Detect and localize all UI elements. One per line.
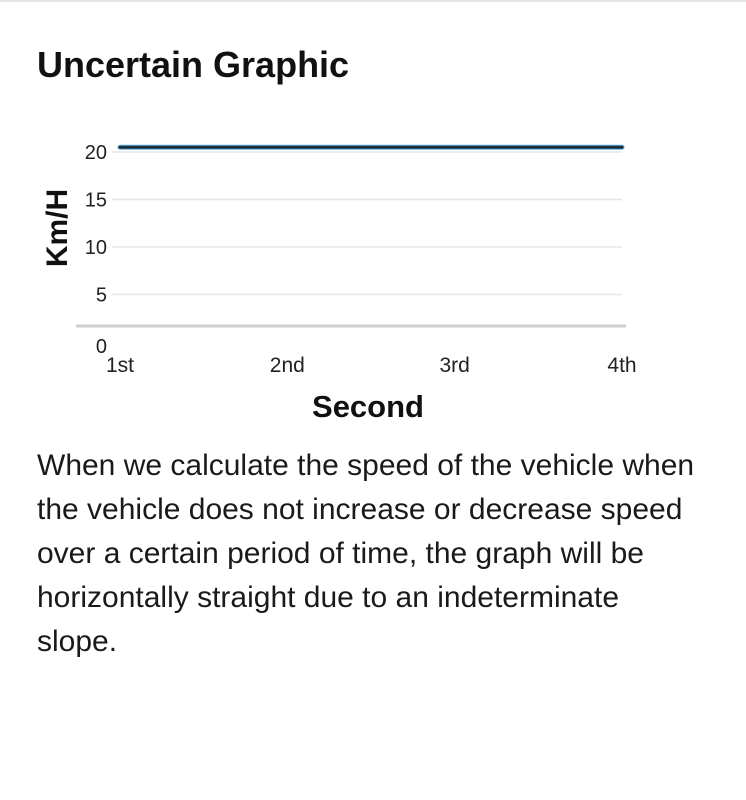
y-tick-label: 20	[85, 142, 107, 164]
card-description: When we calculate the speed of the vehic…	[37, 449, 695, 658]
y-tick-label: 5	[96, 285, 107, 307]
x-axis-title: Second	[312, 389, 424, 424]
x-tick-label: 3rd	[439, 354, 469, 377]
chart-svg: 0 5 10 15 20 1st 2nd 3rd 4th Second Km/H	[41, 142, 637, 424]
card-title: Uncertain Graphic	[37, 44, 350, 85]
y-tick-label: 15	[85, 190, 107, 212]
x-tick-label: 2nd	[270, 354, 305, 377]
y-axis-title: Km/H	[41, 189, 74, 267]
top-divider	[0, 0, 746, 2]
x-tick-label: 4th	[607, 354, 636, 377]
y-tick-label: 0	[96, 336, 107, 358]
y-tick-label: 10	[85, 237, 107, 259]
x-tick-label: 1st	[106, 354, 134, 377]
speed-chart: 0 5 10 15 20 1st 2nd 3rd 4th Second Km/H	[0, 120, 746, 430]
